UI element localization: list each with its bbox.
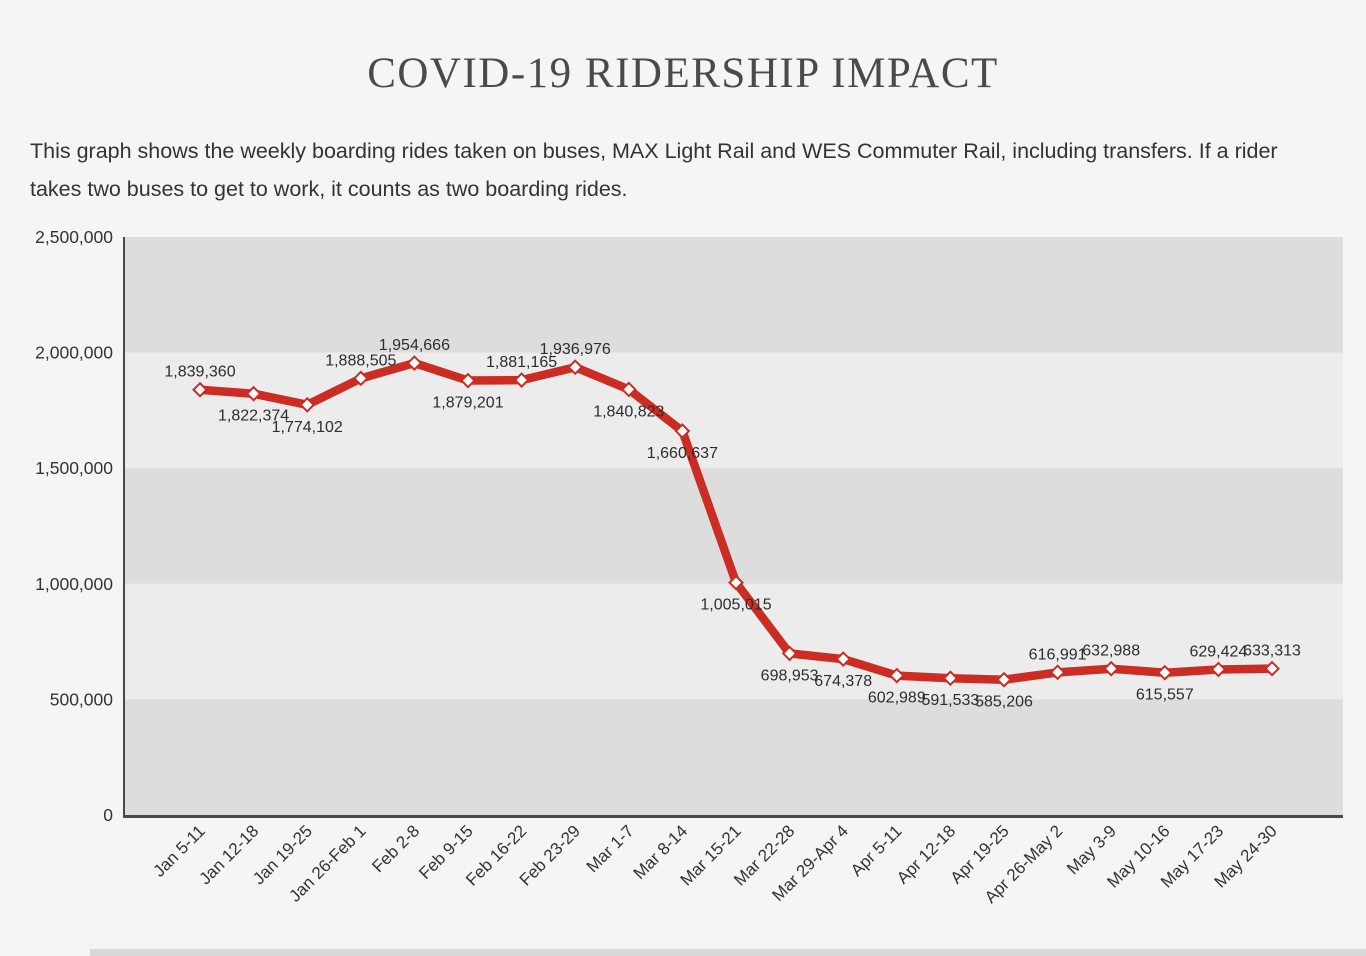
data-point-marker[interactable] [1264,660,1280,677]
plot-band [123,583,1343,700]
data-point-label: 1,881,165 [486,354,557,371]
plot-band [123,237,1343,353]
ridership-chart: 0 500,000 1,000,000 1,500,000 2,000,000 2,500… [35,227,1343,907]
y-axis-label: 1,000,000 [35,574,113,594]
data-point-label: 674,378 [814,673,872,690]
data-point-label: 632,988 [1082,643,1140,660]
data-point-label: 1,954,666 [379,337,450,354]
data-point-marker[interactable] [728,574,744,591]
data-point-marker[interactable] [406,355,423,371]
data-point-marker[interactable] [1156,664,1173,681]
data-point-marker[interactable] [513,372,530,388]
data-point-label: 1,660,637 [647,445,718,462]
data-point-marker[interactable] [352,370,369,387]
data-point-label: 1,005,015 [700,597,771,614]
data-point-marker[interactable] [567,359,584,376]
data-point-label: 633,313 [1243,643,1301,660]
data-point-label: 1,879,201 [432,395,503,412]
data-point-marker[interactable] [996,671,1012,688]
data-point-label: 1,936,976 [540,341,611,358]
data-point-marker[interactable] [1103,660,1120,677]
y-axis-label: 0 [103,805,113,825]
data-point-label: 602,989 [868,690,926,707]
page-title: COVID-19 RIDERSHIP IMPACT [367,49,999,97]
x-axis-label: Feb 2-8 [368,821,423,876]
data-point-label: 1,822,374 [218,408,289,425]
data-point-marker[interactable] [781,645,798,662]
plot-band [123,699,1343,815]
y-axis-label: 1,500,000 [35,458,113,478]
x-axis-label: Mar 1-7 [583,821,638,876]
bottom-divider [90,949,1366,956]
data-point-label: 1,774,102 [272,419,343,436]
data-point-label: 615,557 [1136,687,1194,704]
data-point-marker[interactable] [620,381,637,398]
data-point-label: 1,839,360 [164,364,235,381]
y-axis-label: 2,500,000 [35,227,113,247]
y-axis-label: 2,000,000 [35,343,113,363]
data-point-marker[interactable] [942,670,959,687]
data-point-marker[interactable] [1210,661,1227,678]
y-axis-label: 500,000 [50,689,114,709]
data-point-label: 698,953 [761,667,819,684]
data-point-label: 585,206 [975,694,1033,711]
data-point-marker[interactable] [245,385,262,402]
data-point-label: 1,888,505 [325,352,396,369]
data-point-marker[interactable] [674,423,691,439]
data-point-marker[interactable] [1049,664,1066,681]
data-point-marker[interactable] [888,667,905,684]
data-point-marker[interactable] [835,651,852,667]
data-point-label: 616,991 [1029,646,1087,663]
data-point-label: 629,424 [1189,643,1247,660]
data-point-marker[interactable] [192,381,208,398]
data-point-marker[interactable] [460,372,476,389]
data-point-marker[interactable] [299,396,316,413]
plot-band [123,352,1343,469]
data-point-label: 1,840,823 [593,403,664,420]
data-point-label: 591,533 [921,692,979,709]
chart-description: This graph shows the weekly boarding rid… [30,138,1278,201]
